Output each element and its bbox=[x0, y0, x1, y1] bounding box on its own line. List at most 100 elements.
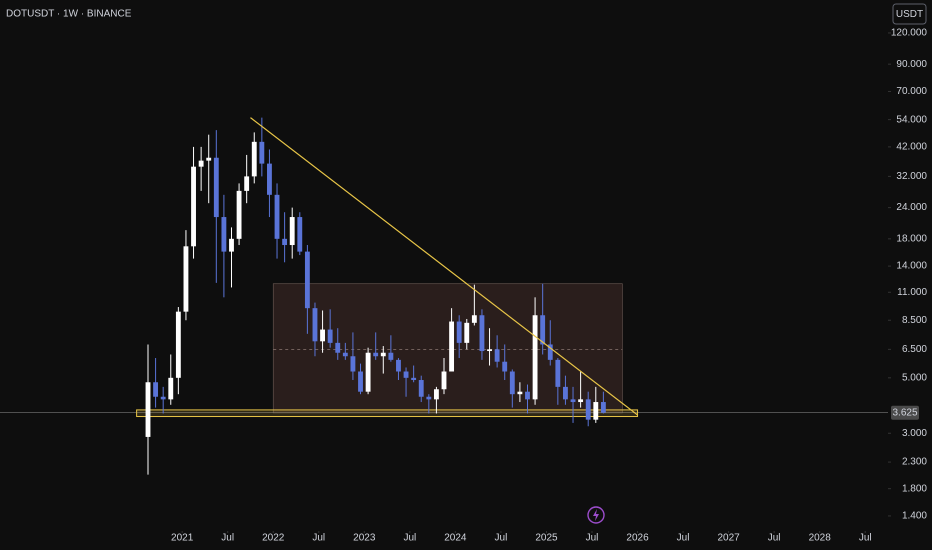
candle-body bbox=[585, 399, 591, 420]
candle-body bbox=[555, 359, 561, 387]
chart-title: DOTUSDT · 1W · BINANCE bbox=[6, 9, 132, 20]
x-tick-label: Jul bbox=[586, 533, 599, 544]
candle-body bbox=[342, 352, 348, 357]
candle-body bbox=[426, 396, 432, 400]
candle-body bbox=[487, 349, 492, 352]
x-tick-label: Jul bbox=[677, 533, 690, 544]
candle-body bbox=[532, 315, 538, 400]
candle-body bbox=[320, 329, 325, 342]
candle-body bbox=[456, 321, 462, 343]
x-tick-label: Jul bbox=[403, 533, 416, 544]
currency-button-frame[interactable] bbox=[892, 3, 927, 25]
trendline bbox=[250, 117, 638, 416]
candle-body bbox=[563, 386, 568, 400]
candle-body bbox=[183, 246, 189, 312]
y-tick-label: 2.300 bbox=[902, 457, 927, 468]
candle-body bbox=[160, 396, 166, 400]
candle-body bbox=[289, 217, 295, 246]
last-price-label: 3.625 bbox=[892, 407, 917, 418]
candle-body bbox=[244, 176, 250, 191]
candle-body bbox=[213, 157, 219, 218]
last-price-box bbox=[891, 405, 919, 420]
range-box bbox=[272, 283, 623, 414]
y-tick-label: 32.000 bbox=[896, 171, 927, 182]
y-tick-label: 54.000 bbox=[896, 114, 927, 125]
candle-body bbox=[418, 380, 424, 397]
x-tick-label: 2024 bbox=[444, 533, 467, 544]
candle-body bbox=[471, 315, 477, 323]
candle-body bbox=[365, 352, 371, 392]
y-tick-label: 120.000 bbox=[891, 28, 928, 39]
y-tick-label: 1.400 bbox=[902, 511, 927, 522]
x-tick-label: 2025 bbox=[535, 533, 558, 544]
lightning-icon[interactable] bbox=[587, 506, 605, 524]
candle-body bbox=[380, 352, 386, 357]
candle-body bbox=[479, 315, 485, 352]
candle-body bbox=[411, 377, 417, 381]
candle-body bbox=[403, 371, 409, 378]
candle-body bbox=[282, 238, 288, 246]
candle-body bbox=[540, 315, 546, 345]
x-tick-label: Jul bbox=[221, 533, 234, 544]
candle-body bbox=[433, 389, 439, 400]
x-tick-label: Jul bbox=[768, 533, 781, 544]
y-tick-label: 11.000 bbox=[897, 287, 927, 298]
candle-body bbox=[494, 349, 500, 362]
x-tick-label: 2026 bbox=[626, 533, 649, 544]
candle-body bbox=[145, 382, 151, 437]
candle-body bbox=[251, 141, 257, 177]
candle-body bbox=[335, 342, 341, 353]
candle-body bbox=[502, 361, 508, 372]
x-tick-label: 2028 bbox=[809, 533, 832, 544]
candle-body bbox=[449, 321, 455, 372]
candle-body bbox=[267, 163, 272, 195]
candle-body bbox=[191, 166, 196, 247]
support-band bbox=[136, 409, 639, 418]
x-tick-label: 2022 bbox=[262, 533, 285, 544]
y-tick-label: 24.000 bbox=[896, 202, 927, 213]
candle-body bbox=[396, 359, 401, 372]
y-tick-label: 5.000 bbox=[902, 372, 927, 383]
currency-button[interactable]: USDT bbox=[896, 9, 923, 20]
candle-body bbox=[198, 160, 204, 167]
candle-body bbox=[464, 322, 470, 343]
x-tick-label: 2021 bbox=[171, 533, 194, 544]
candle-body bbox=[312, 308, 318, 342]
candle-body bbox=[153, 382, 159, 397]
x-tick-label: Jul bbox=[859, 533, 872, 544]
candle-body bbox=[509, 371, 515, 395]
candle-body bbox=[358, 371, 363, 392]
candle-body bbox=[229, 238, 234, 252]
x-tick-label: Jul bbox=[312, 533, 325, 544]
candle-body bbox=[168, 377, 174, 400]
candle-body bbox=[441, 371, 447, 390]
x-tick-label: 2023 bbox=[353, 533, 376, 544]
candle-body bbox=[578, 399, 584, 403]
candle-body bbox=[221, 217, 227, 252]
y-tick-label: 6.500 bbox=[902, 344, 927, 355]
candle-body bbox=[175, 311, 181, 378]
y-tick-label: 14.000 bbox=[896, 261, 927, 272]
candle-body bbox=[517, 391, 523, 395]
candle-body bbox=[547, 344, 553, 360]
y-tick-label: 1.800 bbox=[902, 483, 927, 494]
candle-body bbox=[350, 356, 356, 372]
plot-layer bbox=[0, 117, 888, 475]
candle-body bbox=[297, 217, 303, 252]
candle-body bbox=[327, 329, 333, 343]
candle-body bbox=[525, 391, 530, 400]
y-tick-label: 42.000 bbox=[896, 142, 927, 153]
x-tick-label: Jul bbox=[495, 533, 508, 544]
candle-body bbox=[304, 251, 310, 309]
candle-body bbox=[236, 190, 242, 239]
candle-body bbox=[259, 141, 265, 164]
y-tick-label: 8.500 bbox=[902, 315, 927, 326]
candle-body bbox=[600, 402, 606, 413]
x-tick-label: 2027 bbox=[717, 533, 740, 544]
y-tick-label: 3.000 bbox=[902, 428, 927, 439]
y-tick-label: 18.000 bbox=[896, 233, 927, 244]
y-tick-label: 70.000 bbox=[896, 86, 927, 97]
